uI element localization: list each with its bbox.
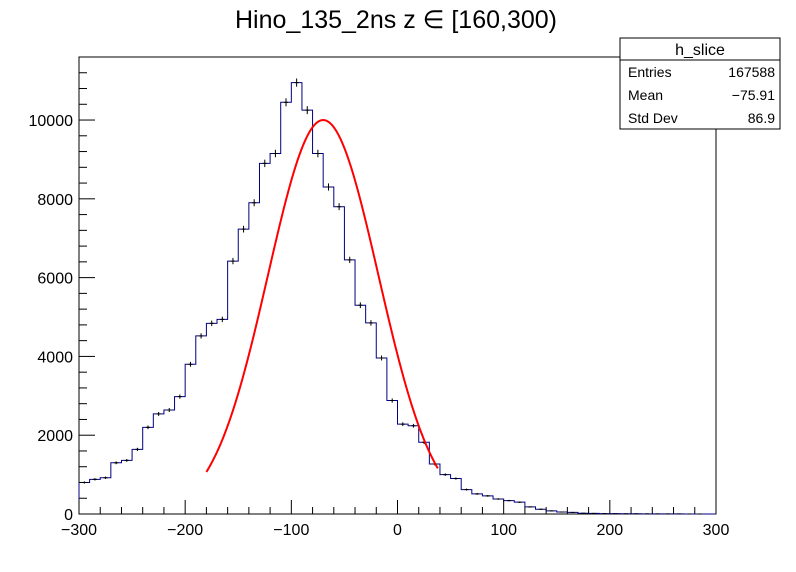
stats-label-entries: Entries xyxy=(628,64,672,80)
x-tick-label: 100 xyxy=(490,522,517,539)
stats-title: h_slice xyxy=(675,42,725,59)
y-tick-label: 2000 xyxy=(37,428,73,445)
x-tick-label: −300 xyxy=(61,522,97,539)
x-tick-label: −100 xyxy=(273,522,309,539)
stats-value-stddev: 86.9 xyxy=(748,110,775,126)
y-tick-label: 0 xyxy=(64,507,73,524)
x-axis: −300 −200 −100 0 100 200 300 xyxy=(61,500,729,539)
stats-label-mean: Mean xyxy=(628,87,663,103)
stats-label-stddev: Std Dev xyxy=(628,110,678,126)
x-tick-label: −200 xyxy=(167,522,203,539)
stats-box-frame xyxy=(619,37,781,130)
x-tick-label: 300 xyxy=(703,522,730,539)
x-tick-label: 200 xyxy=(596,522,623,539)
y-tick-label: 4000 xyxy=(37,349,73,366)
fit-curve xyxy=(205,119,439,473)
y-tick-label: 6000 xyxy=(37,271,73,288)
stats-box: h_slice Entries 167588 Mean −75.91 Std D… xyxy=(619,37,781,130)
x-tick-label: 0 xyxy=(393,522,402,539)
chart-title: Hino_135_2ns z ∈ [160,300) xyxy=(235,6,557,34)
y-axis: 0 2000 4000 6000 8000 10000 xyxy=(29,56,95,524)
y-tick-label: 10000 xyxy=(29,113,74,130)
stats-value-mean: −75.91 xyxy=(732,87,775,103)
error-bars xyxy=(82,78,703,515)
fit-curve-group xyxy=(205,119,439,473)
y-tick-label: 8000 xyxy=(37,192,73,209)
stats-value-entries: 167588 xyxy=(728,64,775,80)
